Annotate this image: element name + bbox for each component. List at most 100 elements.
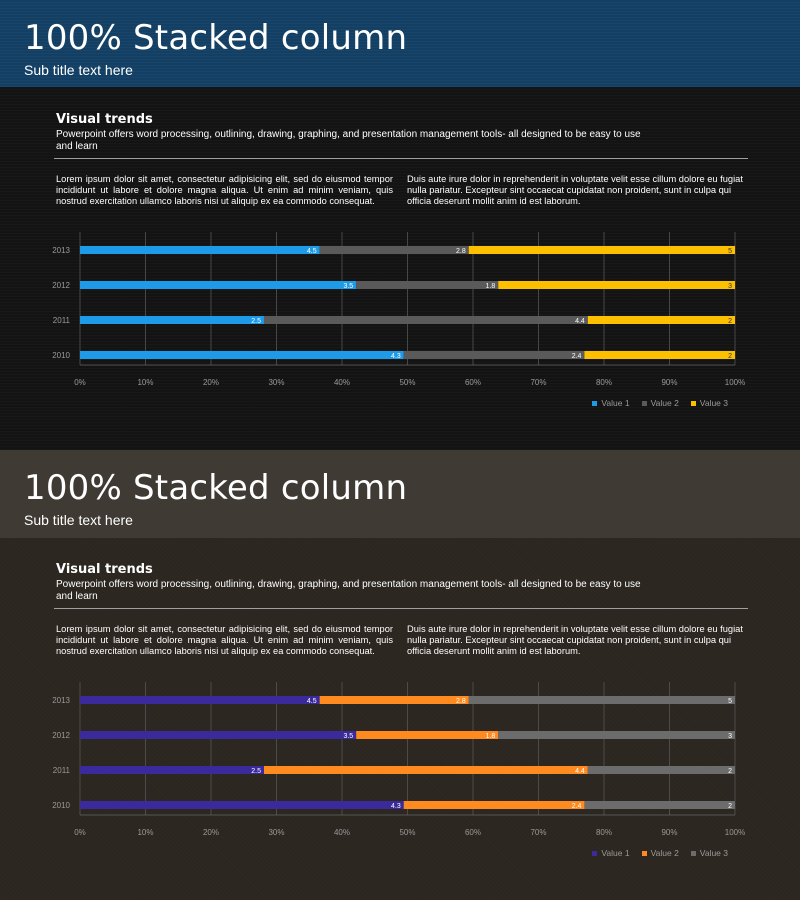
data-label: 2 bbox=[728, 768, 732, 775]
data-label: 2 bbox=[728, 318, 732, 325]
stacked-bar-chart: 0% 10% 20% 30% 40% 50% 60% 70% 80% 90% 100% 2013 4.5… bbox=[52, 682, 745, 837]
x-tick-label: 100% bbox=[725, 378, 745, 387]
legend-swatch bbox=[641, 400, 647, 406]
data-label: 4.3 bbox=[391, 353, 401, 360]
bar-segment bbox=[319, 696, 469, 704]
legend-item: Value 2 bbox=[641, 848, 679, 858]
legend-item: Value 3 bbox=[690, 848, 728, 858]
category-label: 2010 bbox=[52, 801, 70, 810]
slide-header: 100% Stacked column Sub title text here bbox=[0, 450, 800, 538]
bar-segment bbox=[80, 281, 357, 289]
data-label: 5 bbox=[728, 248, 732, 255]
legend-label: Value 2 bbox=[650, 848, 679, 858]
legend-label: Value 3 bbox=[699, 848, 728, 858]
data-label: 4.5 bbox=[307, 698, 317, 705]
legend-item: Value 1 bbox=[592, 398, 630, 408]
body-text-left: Lorem ipsum dolor sit amet, consectetur … bbox=[56, 174, 393, 206]
divider bbox=[54, 158, 748, 159]
bar-segment bbox=[80, 316, 264, 324]
data-label: 3 bbox=[728, 733, 732, 740]
slide-2: 100% Stacked column Sub title text here … bbox=[0, 450, 800, 900]
section-description: Powerpoint offers word processing, outli… bbox=[56, 129, 641, 152]
data-label: 2 bbox=[728, 803, 732, 810]
bar-segment bbox=[356, 731, 499, 739]
legend-swatch bbox=[592, 850, 598, 856]
body-text-right: Duis aute irure dolor in reprehenderit i… bbox=[407, 174, 743, 206]
bar-segment bbox=[80, 246, 320, 254]
data-label: 2.5 bbox=[251, 768, 261, 775]
data-label: 4.5 bbox=[307, 248, 317, 255]
category-label: 2013 bbox=[52, 696, 70, 705]
bar-segment bbox=[263, 766, 588, 774]
x-tick-label: 80% bbox=[596, 378, 612, 387]
legend-item: Value 1 bbox=[592, 848, 630, 858]
legend-label: Value 3 bbox=[699, 398, 728, 408]
bar-segment bbox=[403, 351, 585, 359]
legend-swatch bbox=[592, 400, 598, 406]
x-tick-label: 30% bbox=[268, 828, 284, 837]
x-tick-label: 10% bbox=[137, 378, 153, 387]
x-tick-label: 20% bbox=[203, 378, 219, 387]
category-label: 2012 bbox=[52, 281, 70, 290]
divider bbox=[54, 608, 748, 609]
body-text-right: Duis aute irure dolor in reprehenderit i… bbox=[407, 624, 743, 656]
category-label: 2010 bbox=[52, 351, 70, 360]
x-tick-label: 80% bbox=[596, 828, 612, 837]
bar-segment bbox=[263, 316, 588, 324]
bar-segment bbox=[584, 801, 735, 809]
x-tick-label: 30% bbox=[268, 378, 284, 387]
bar-segment bbox=[584, 351, 735, 359]
data-label: 5 bbox=[728, 698, 732, 705]
data-label: 2.4 bbox=[572, 803, 582, 810]
category-label: 2011 bbox=[53, 316, 71, 325]
category-label: 2013 bbox=[52, 246, 70, 255]
x-tick-label: 100% bbox=[725, 828, 745, 837]
chart-legend: Value 1 Value 2 Value 3 bbox=[592, 398, 728, 408]
bar-segment bbox=[587, 316, 735, 324]
bar-segment bbox=[403, 801, 585, 809]
data-label: 1.8 bbox=[486, 733, 496, 740]
x-tick-label: 70% bbox=[530, 378, 546, 387]
x-tick-label: 0% bbox=[74, 828, 86, 837]
data-label: 3.5 bbox=[343, 283, 353, 290]
category-label: 2012 bbox=[52, 731, 70, 740]
legend-item: Value 2 bbox=[641, 398, 679, 408]
bar-segment bbox=[80, 801, 404, 809]
section-description: Powerpoint offers word processing, outli… bbox=[56, 579, 641, 602]
x-tick-label: 70% bbox=[530, 828, 546, 837]
data-label: 4.3 bbox=[391, 803, 401, 810]
bar-segment bbox=[498, 281, 735, 289]
bar-segment bbox=[80, 351, 404, 359]
bar-segment bbox=[80, 731, 357, 739]
x-tick-label: 60% bbox=[465, 378, 481, 387]
slide-subtitle: Sub title text here bbox=[24, 512, 133, 528]
bar-segment bbox=[80, 766, 264, 774]
section-heading: Visual trends bbox=[56, 562, 153, 577]
slide-title: 100% Stacked column bbox=[24, 18, 408, 58]
x-tick-label: 10% bbox=[137, 828, 153, 837]
x-tick-label: 90% bbox=[661, 828, 677, 837]
x-tick-label: 40% bbox=[334, 828, 350, 837]
x-tick-label: 50% bbox=[399, 378, 415, 387]
bar-segment bbox=[498, 731, 735, 739]
data-label: 2.5 bbox=[251, 318, 261, 325]
legend-swatch bbox=[690, 850, 696, 856]
data-label: 2.8 bbox=[456, 698, 466, 705]
data-label: 3.5 bbox=[343, 733, 353, 740]
data-label: 1.8 bbox=[486, 283, 496, 290]
stacked-bar-chart: 0% 10% 20% 30% 40% 50% 60% 70% 80% 90% 100% 2013 4.5… bbox=[52, 232, 745, 387]
data-label: 4.4 bbox=[575, 318, 585, 325]
category-label: 2011 bbox=[53, 766, 71, 775]
bar-segment bbox=[587, 766, 735, 774]
data-label: 2.4 bbox=[572, 353, 582, 360]
bar-segment bbox=[80, 696, 320, 704]
bar-segment bbox=[319, 246, 469, 254]
data-label: 4.4 bbox=[575, 768, 585, 775]
x-tick-label: 50% bbox=[399, 828, 415, 837]
chart-legend: Value 1 Value 2 Value 3 bbox=[592, 848, 728, 858]
section-heading: Visual trends bbox=[56, 112, 153, 127]
body-text-left: Lorem ipsum dolor sit amet, consectetur … bbox=[56, 624, 393, 656]
x-tick-label: 60% bbox=[465, 828, 481, 837]
bar-segment bbox=[468, 696, 735, 704]
legend-label: Value 2 bbox=[650, 398, 679, 408]
